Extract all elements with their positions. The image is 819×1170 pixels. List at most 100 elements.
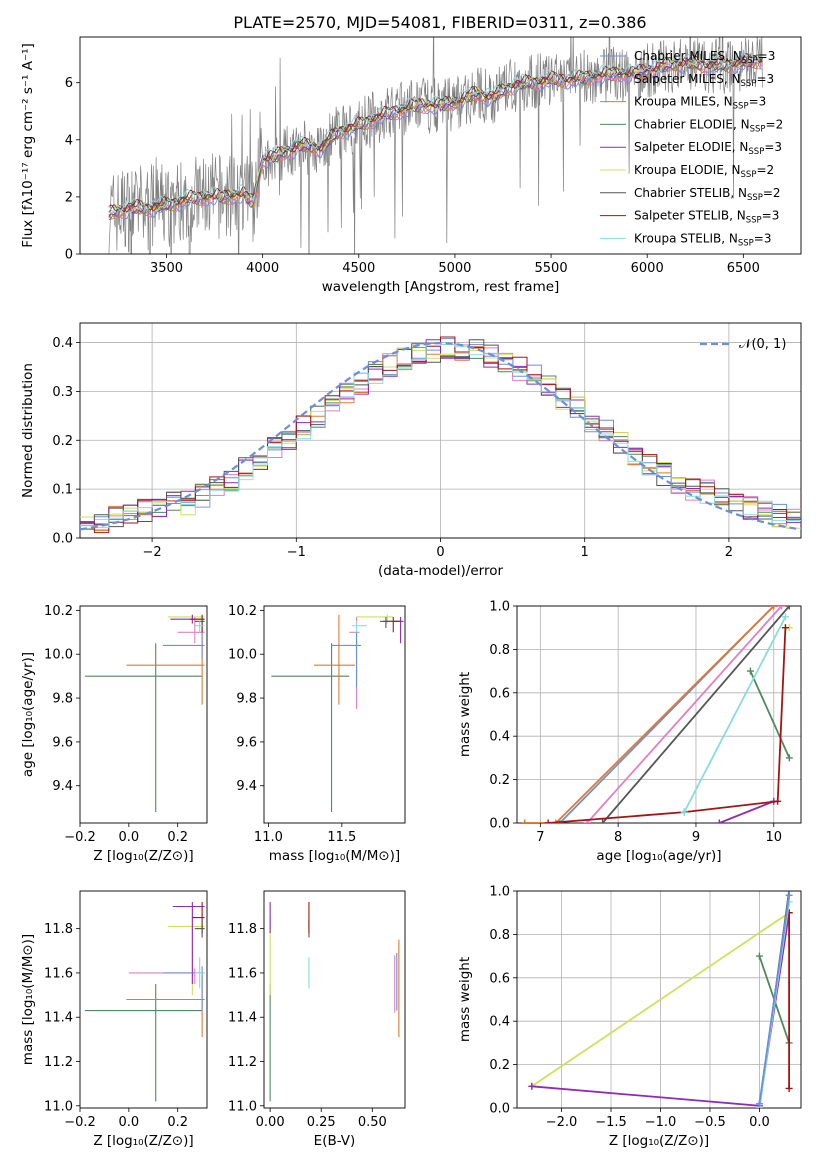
- x-tick-label: 6000: [631, 261, 664, 276]
- x-tick-label: 11.5: [327, 830, 356, 845]
- x-tick-label: 0.0: [749, 1115, 770, 1130]
- mass-weight-line: [718, 800, 775, 823]
- x-tick-label: 10: [765, 830, 782, 845]
- y-tick-label: 9.8: [52, 692, 73, 707]
- y-tick-label: 0.4: [52, 336, 73, 351]
- errorbar-point: [313, 614, 356, 705]
- y-tick-label: 1.0: [489, 885, 510, 900]
- mass-weight-line: [531, 911, 790, 1088]
- legend-suffix: =3: [756, 72, 774, 86]
- y-tick-label: 0.6: [489, 971, 510, 986]
- errorbar-point: [356, 614, 394, 624]
- residual-histogram-line: [80, 344, 801, 529]
- mass-weight-marker: [774, 797, 782, 805]
- y-tick-label: 0.0: [52, 532, 73, 547]
- x-tick-label: 0.0: [119, 830, 140, 845]
- errorbar-point: [271, 643, 350, 813]
- errorbar-point: [380, 616, 392, 628]
- weight-vs-age-panel: 7 8 9 10 0.0 0.2 0.4 0.6 0.8 1.0 age [log₁₀(age/yr…: [457, 600, 802, 864]
- x-tick-label: 0: [436, 545, 444, 560]
- model-spectrum-line: [108, 52, 763, 213]
- y-tick-label: 11.6: [228, 966, 257, 981]
- mass-weight-marker: [556, 819, 564, 823]
- legend-suffix: =3: [764, 140, 782, 154]
- mass-vs-ebv-panel: 0.00 0.25 0.50 11.0 11.2 11.4 11.6 11.8 E(B-V): [228, 890, 406, 1149]
- y-tick-label: 10.2: [228, 604, 257, 619]
- legend-subscript: SSP: [746, 216, 762, 226]
- x-tick-label: −0.2: [64, 1115, 96, 1130]
- legend-subscript: SSP: [742, 56, 758, 66]
- y-axis-label: mass weight: [457, 672, 473, 757]
- errorbar-point: [331, 632, 361, 688]
- axes-frame: [79, 36, 802, 255]
- y-tick-label: 10.2: [44, 604, 73, 619]
- legend-label: Salpeter ELODIE, NSSP=3: [634, 140, 782, 157]
- y-tick-label: 11.8: [44, 922, 73, 937]
- x-tick-label: 2: [725, 545, 733, 560]
- mass-weight-marker: [715, 819, 723, 823]
- y-tick-label: 11.6: [44, 966, 73, 981]
- legend-label: Chabrier STELIB, NSSP=2: [634, 186, 781, 203]
- y-tick-label: 0: [65, 248, 73, 263]
- axes-frame: [263, 605, 406, 824]
- y-tick-label: 11.4: [228, 1011, 257, 1026]
- x-tick-label: 0.25: [307, 1115, 336, 1130]
- y-tick-label: 10.0: [44, 648, 73, 663]
- x-tick-label: 5000: [438, 261, 471, 276]
- x-axis-label: E(B-V): [314, 1133, 356, 1149]
- legend-suffix: =2: [756, 163, 774, 177]
- mass-weight-marker: [781, 624, 789, 632]
- legend-subscript: SSP: [748, 147, 764, 157]
- x-tick-label: 7: [536, 830, 544, 845]
- axes-frame: [79, 890, 208, 1109]
- x-tick-label: −1: [287, 545, 306, 560]
- x-tick-label: −0.2: [64, 830, 96, 845]
- normal-reference-curve: [80, 341, 801, 531]
- x-axis-label: Z [log₁₀(Z/Z⊙)]: [93, 1133, 193, 1149]
- mass-weight-line: [524, 606, 775, 823]
- x-tick-label: 4000: [246, 261, 279, 276]
- mass-vs-Z-panel: −0.2 0.0 0.2 11.0 11.2 11.4 11.6 11.8 Z [log₁₀(Z…: [20, 890, 208, 1149]
- y-tick-label: 9.4: [52, 779, 73, 794]
- mass-weight-line: [586, 606, 783, 823]
- legend-label: Chabrier ELODIE, NSSP=2: [634, 117, 783, 134]
- weight-vs-Z-panel: −2.0 −1.5 −1.0 −0.5 0.0 0.0 0.2 0.4 0.6 0.8 1.0 Z […: [457, 885, 802, 1149]
- x-tick-label: 8: [614, 830, 622, 845]
- y-tick-label: 0.8: [489, 928, 510, 943]
- x-tick-label: 0.0: [119, 1115, 140, 1130]
- mass-weight-marker: [599, 819, 607, 823]
- x-axis-label: wavelength [Angstrom, rest frame]: [322, 279, 560, 295]
- legend-label: 𝒩(0, 1): [739, 337, 786, 352]
- residual-histogram-line: [80, 339, 801, 528]
- axes-frame: [516, 890, 802, 1109]
- y-tick-label: 0.2: [52, 434, 73, 449]
- legend-label: Salpeter STELIB, NSSP=3: [634, 209, 779, 226]
- legend-suffix: =2: [763, 186, 781, 200]
- y-tick-label: 11.0: [228, 1099, 257, 1114]
- mass-weight-marker: [755, 1100, 763, 1108]
- mass-weight-marker: [746, 667, 754, 675]
- x-axis-label: Z [log₁₀(Z/Z⊙)]: [93, 848, 193, 864]
- spectrum-panel: 3500 4000 4500 5000 5500 6000 6500 0 2 4 6 waveleng…: [20, 36, 802, 295]
- x-tick-label: −1.5: [595, 1115, 627, 1130]
- y-tick-label: 6: [65, 76, 73, 91]
- legend-subscript: SSP: [741, 170, 757, 180]
- y-tick-label: 0.2: [489, 773, 510, 788]
- errorbar-point: [84, 643, 203, 813]
- y-axis-label: Normed distribution: [20, 363, 36, 498]
- x-tick-label: −0.5: [694, 1115, 726, 1130]
- y-tick-label: 11.8: [228, 922, 257, 937]
- x-tick-label: 9: [692, 830, 700, 845]
- x-tick-label: 0.50: [358, 1115, 387, 1130]
- y-tick-label: 4: [65, 133, 73, 148]
- y-tick-label: 0.1: [52, 483, 73, 498]
- x-tick-label: −1.0: [645, 1115, 677, 1130]
- y-tick-label: 9.4: [236, 779, 257, 794]
- errorbar-point: [352, 621, 367, 633]
- legend-suffix: =3: [749, 95, 767, 109]
- x-tick-label: 0.2: [167, 830, 188, 845]
- errorbar-point: [163, 632, 205, 659]
- legend-suffix: =3: [758, 49, 776, 63]
- model-spectrum-line: [108, 54, 763, 214]
